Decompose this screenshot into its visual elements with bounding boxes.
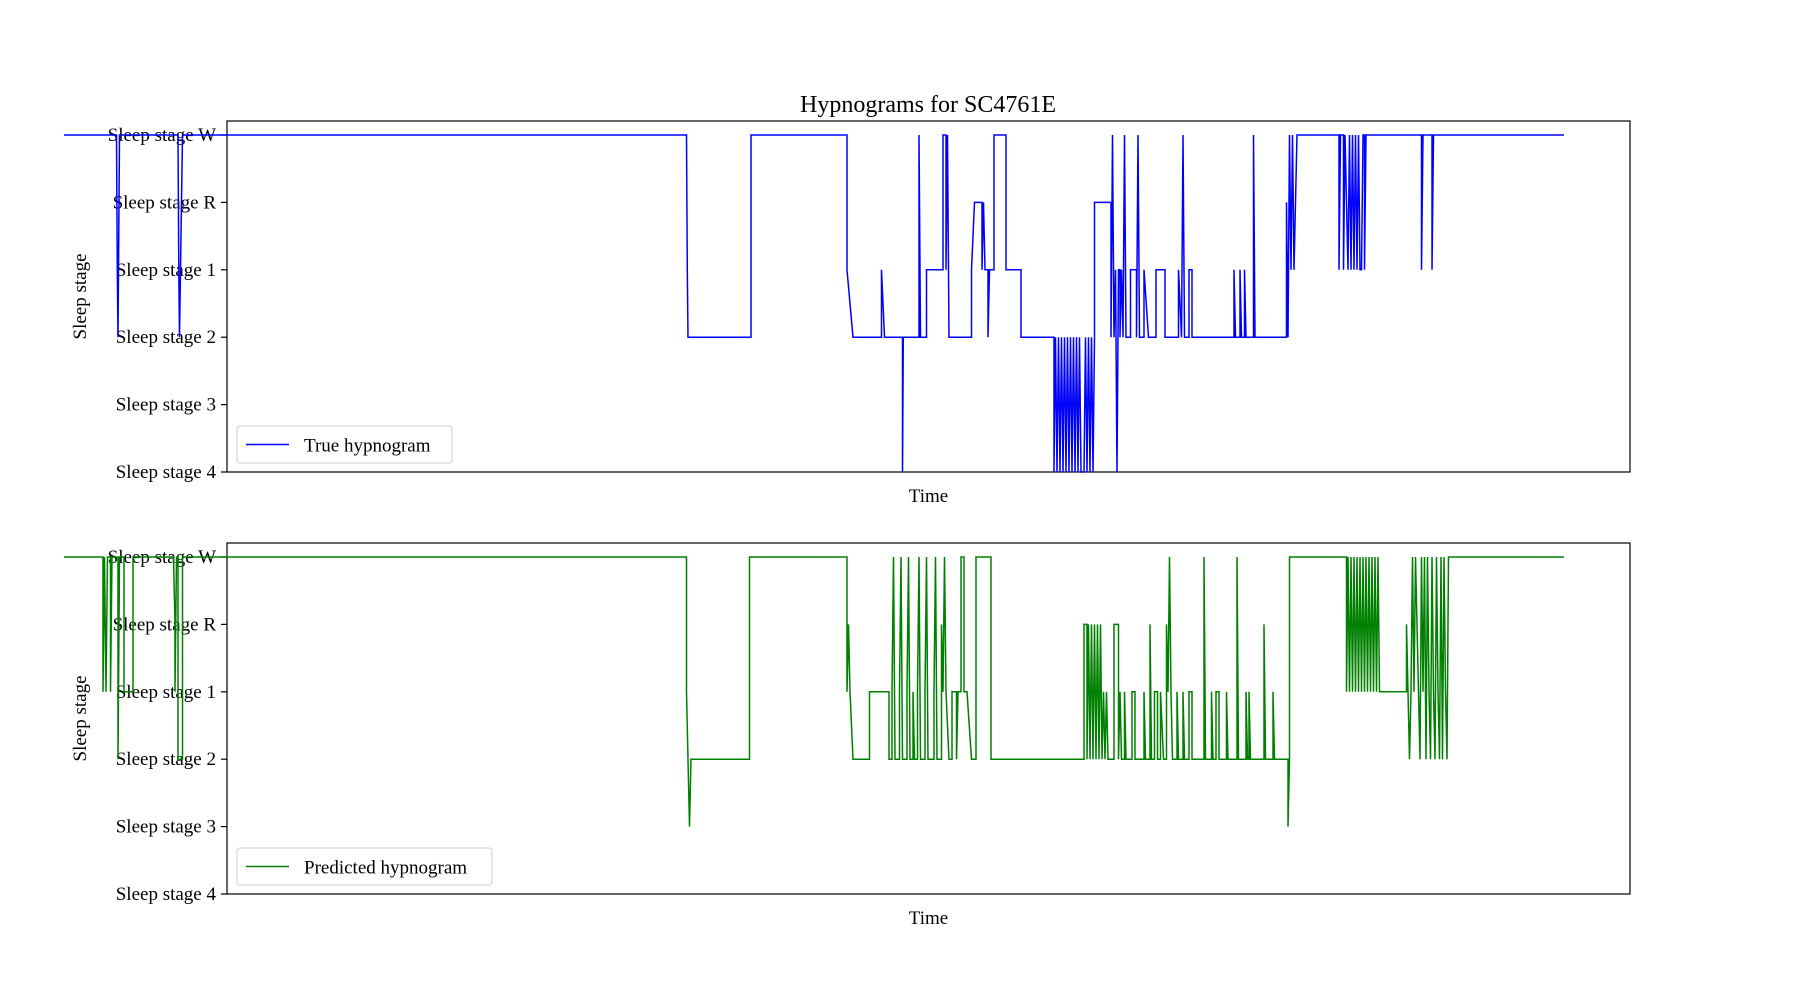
y-tick-label: Sleep stage 1: [116, 260, 216, 281]
y-axis-label: Sleep stage: [70, 253, 91, 339]
y-tick-label: Sleep stage 1: [116, 682, 216, 703]
y-tick-label: Sleep stage R: [113, 192, 217, 213]
plot-frame: [226, 120, 1631, 473]
legend-label: True hypnogram: [304, 436, 431, 457]
x-axis-label: Time: [909, 908, 948, 929]
plot-frame: [226, 542, 1631, 895]
series-line: [64, 556, 1564, 827]
y-tick-label: Sleep stage 3: [116, 817, 216, 838]
y-tick-label: Sleep stage 4: [116, 884, 217, 905]
legend-box: [236, 425, 453, 464]
legend-label: Predicted hypnogram: [304, 858, 467, 879]
y-tick-label: Sleep stage 4: [116, 462, 217, 483]
y-axis-label: Sleep stage: [70, 675, 91, 761]
legend: Predicted hypnogram: [236, 847, 493, 886]
legend-box: [236, 847, 493, 886]
x-axis-label: Time: [909, 486, 948, 507]
y-tick-label: Sleep stage 3: [116, 395, 216, 416]
y-tick-label: Sleep stage R: [113, 614, 217, 635]
y-tick-label: Sleep stage 2: [116, 327, 216, 348]
legend: True hypnogram: [236, 425, 453, 464]
y-tick-label: Sleep stage 2: [116, 749, 216, 770]
figure-title: Hypnograms for SC4761E: [800, 92, 1056, 118]
series-line: [64, 134, 1564, 473]
